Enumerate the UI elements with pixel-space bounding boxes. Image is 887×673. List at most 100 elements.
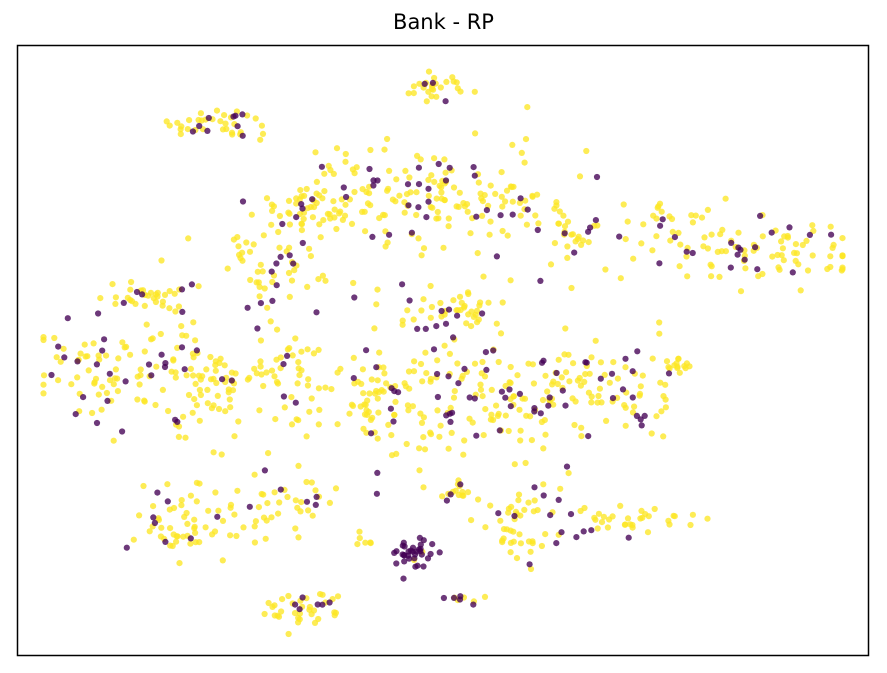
scatter-point-purple — [99, 347, 106, 354]
scatter-point-yellow — [495, 410, 502, 417]
scatter-point-purple — [228, 377, 235, 384]
scatter-point-yellow — [285, 592, 292, 600]
scatter-point-yellow — [210, 449, 217, 456]
scatter-point-yellow — [40, 381, 47, 388]
scatter-point-purple — [298, 201, 305, 208]
scatter-point-yellow — [258, 371, 265, 378]
scatter-point-yellow — [195, 372, 202, 379]
scatter-point-yellow — [561, 351, 568, 358]
scatter-point-yellow — [350, 279, 357, 287]
scatter-point-yellow — [159, 298, 166, 305]
scatter-point-yellow — [371, 325, 378, 332]
scatter-point-purple — [418, 551, 425, 558]
scatter-point-yellow — [708, 273, 715, 280]
scatter-point-yellow — [362, 401, 369, 408]
scatter-point-yellow — [170, 357, 177, 364]
scatter-point-yellow — [422, 349, 429, 356]
scatter-point-yellow — [396, 192, 403, 199]
scatter-point-yellow — [434, 357, 441, 364]
scatter-point-purple — [567, 510, 575, 518]
scatter-point-purple — [366, 165, 373, 173]
scatter-point-yellow — [342, 150, 349, 158]
scatter-point-yellow — [166, 305, 173, 312]
scatter-point-yellow — [298, 348, 305, 355]
scatter-point-yellow — [405, 407, 412, 414]
scatter-point-yellow — [275, 510, 282, 517]
scatter-point-yellow — [449, 74, 456, 81]
scatter-point-yellow — [228, 129, 236, 136]
scatter-point-yellow — [112, 366, 119, 373]
scatter-point-yellow — [549, 381, 556, 388]
scatter-point-yellow — [617, 502, 624, 509]
scatter-point-yellow — [240, 524, 247, 531]
scatter-point-purple — [683, 248, 690, 255]
scatter-point-yellow — [475, 316, 482, 323]
scatter-point-yellow — [185, 391, 193, 399]
scatter-point-yellow — [191, 525, 198, 532]
scatter-point-yellow — [110, 381, 117, 388]
scatter-point-yellow — [586, 370, 593, 377]
scatter-point-yellow — [321, 170, 328, 177]
scatter-point-yellow — [532, 212, 539, 219]
scatter-point-yellow — [463, 201, 471, 208]
scatter-point-yellow — [261, 285, 268, 292]
scatter-point-yellow — [804, 267, 812, 274]
scatter-point-purple — [440, 594, 447, 602]
scatter-point-purple — [370, 177, 377, 184]
scatter-point-yellow — [403, 440, 410, 448]
scatter-point-yellow — [792, 241, 800, 248]
scatter-point-yellow — [74, 374, 81, 381]
scatter-point-purple — [493, 253, 500, 260]
scatter-point-yellow — [502, 412, 509, 419]
scatter-point-yellow — [356, 528, 363, 535]
scatter-point-yellow — [404, 402, 411, 409]
scatter-point-yellow — [298, 367, 305, 374]
scatter-point-yellow — [380, 388, 387, 395]
scatter-point-purple — [299, 239, 306, 247]
scatter-point-yellow — [530, 380, 538, 387]
scatter-point-yellow — [388, 452, 396, 459]
scatter-point-purple — [786, 224, 793, 231]
scatter-point-yellow — [298, 499, 305, 506]
scatter-point-purple — [273, 282, 280, 289]
scatter-point-yellow — [585, 239, 592, 246]
scatter-point-purple — [314, 601, 321, 608]
scatter-point-yellow — [667, 237, 674, 244]
scatter-point-yellow — [175, 433, 182, 440]
scatter-point-yellow — [315, 346, 322, 353]
scatter-point-yellow — [570, 360, 577, 367]
scatter-point-yellow — [479, 358, 486, 366]
scatter-point-yellow — [502, 198, 509, 205]
scatter-point-yellow — [499, 227, 506, 235]
scatter-point-yellow — [256, 283, 263, 290]
scatter-point-yellow — [110, 437, 117, 444]
scatter-point-yellow — [90, 340, 97, 347]
scatter-point-yellow — [373, 301, 380, 308]
scatter-point-yellow — [651, 505, 658, 513]
scatter-point-yellow — [540, 481, 547, 488]
scatter-point-purple — [496, 427, 503, 434]
scatter-point-purple — [555, 496, 562, 503]
scatter-point-yellow — [187, 365, 194, 372]
scatter-point-yellow — [374, 377, 381, 384]
scatter-point-purple — [406, 297, 413, 304]
scatter-point-purple — [457, 593, 464, 600]
scatter-point-yellow — [321, 188, 328, 195]
scatter-point-yellow — [292, 497, 299, 504]
scatter-point-yellow — [306, 245, 313, 252]
scatter-point-purple — [537, 410, 544, 417]
scatter-point-yellow — [293, 200, 300, 207]
scatter-point-yellow — [276, 499, 283, 506]
scatter-point-yellow — [428, 172, 435, 179]
scatter-point-purple — [537, 277, 544, 284]
scatter-point-yellow — [665, 364, 672, 371]
scatter-point-yellow — [438, 195, 445, 202]
scatter-point-yellow — [606, 379, 613, 386]
scatter-point-yellow — [366, 390, 373, 397]
scatter-point-yellow — [650, 212, 657, 219]
scatter-point-yellow — [529, 192, 536, 199]
scatter-point-yellow — [307, 253, 314, 260]
scatter-point-purple — [257, 300, 264, 307]
scatter-point-purple — [239, 111, 246, 118]
scatter-point-yellow — [413, 211, 420, 219]
